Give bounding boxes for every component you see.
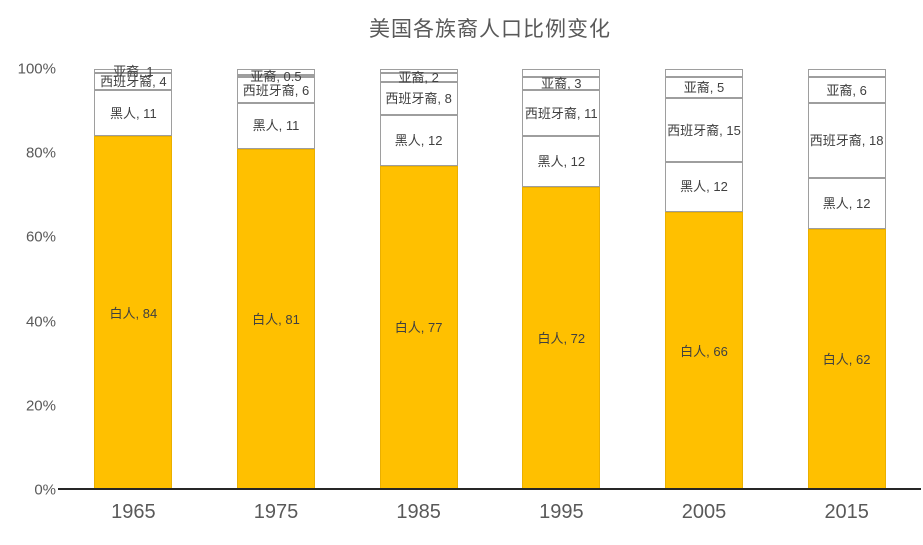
data-label: 白人, 84 [109,305,158,321]
data-label: 白人, 72 [537,330,586,346]
segment-白人-1995: 白人, 72 [522,186,601,490]
segment-亚裔-1985: 亚裔, 2 [379,70,458,85]
segment-西班牙裔-1985: 西班牙裔, 8 [379,81,458,116]
data-label: 黑人, 11 [109,105,157,121]
segment-西班牙裔-1975: 西班牙裔, 6 [236,77,315,103]
segment-黑人-2005: 黑人, 12 [664,161,743,213]
data-label: 亚裔, 2 [398,69,439,85]
data-label: 黑人, 11 [252,118,300,134]
data-label: 黑人, 12 [822,196,871,212]
y-tick-label: 60% [25,228,56,246]
x-tick-label-1965: 1965 [111,501,156,523]
x-tick-label-2015: 2015 [824,501,869,523]
segment-remainder-1985 [379,69,458,74]
data-label: 亚裔, 3 [541,76,582,92]
data-label: 亚裔, 1 [113,63,154,79]
stacked-bar-1985: 白人, 77 黑人, 12 西班牙裔, 8 亚裔, 2 [379,69,458,490]
y-tick-label: 100% [17,60,56,78]
segment-亚裔-2015: 亚裔, 6 [807,77,886,103]
segment-亚裔-1965: 亚裔, 1 [94,64,173,79]
data-label: 黑人, 12 [680,179,728,195]
data-label: 白人, 77 [394,320,443,336]
segment-黑人-2015: 黑人, 12 [807,178,886,229]
stacked-bar-1975: 白人, 81 黑人, 11 西班牙裔, 6 亚裔, 0.5 [236,69,315,490]
x-tick-label-1975: 1975 [253,501,299,523]
data-label: 西班牙裔, 11 [524,105,598,121]
segment-remainder-1995 [522,69,601,78]
data-label: 白人, 66 [680,343,728,359]
y-tick-label: 0% [34,481,56,499]
segment-白人-1965: 白人, 84 [94,136,173,490]
data-label: 西班牙裔, 15 [667,122,741,138]
x-axis: 1965 1975 1985 1995 2005 2015 [62,501,918,531]
data-label: 西班牙裔, 4 [100,74,167,90]
segment-remainder-2005 [664,69,743,78]
stacked-bar-2015: 白人, 62 黑人, 12 西班牙裔, 18 亚裔, 6 [807,69,886,490]
data-label: 黑人, 12 [394,133,443,149]
x-axis-line [58,488,921,490]
segment-西班牙裔-1995: 西班牙裔, 11 [522,90,601,137]
segment-西班牙裔-2005: 西班牙裔, 15 [664,98,743,162]
data-label: 亚裔, 0.5 [250,68,302,84]
segment-白人-2005: 白人, 66 [664,212,743,490]
stacked-bar-2005: 白人, 66 黑人, 12 西班牙裔, 15 亚裔, 5 [664,69,743,490]
segment-白人-2015: 白人, 62 [807,228,886,490]
segment-白人-1975: 白人, 81 [236,149,315,490]
segment-remainder-1975 [236,69,315,76]
segment-亚裔-2005: 亚裔, 5 [664,77,743,99]
y-tick-label: 40% [25,313,56,331]
data-label: 亚裔, 5 [683,80,725,96]
y-axis: 0% 20% 40% 60% 80% 100% [0,62,56,498]
data-label: 白人, 62 [822,351,871,367]
chart-title: 美国各族裔人口比例变化 [369,18,611,41]
segment-西班牙裔-2015: 西班牙裔, 18 [807,102,886,179]
segment-白人-1985: 白人, 77 [379,165,458,490]
x-tick-label-1995: 1995 [539,501,584,523]
stacked-bar-1965: 白人, 84 黑人, 11 西班牙裔, 4 亚裔, 1 [94,64,173,490]
data-label: 白人, 81 [252,312,300,327]
data-label: 亚裔, 6 [826,82,867,98]
y-tick-label: 20% [25,397,56,415]
data-label: 黑人, 12 [537,154,586,170]
segment-西班牙裔-1965: 西班牙裔, 4 [94,73,173,91]
data-label: 西班牙裔, 6 [242,82,310,98]
y-tick-label: 80% [25,144,56,162]
segment-黑人-1995: 黑人, 12 [522,136,601,187]
data-label: 西班牙裔, 18 [809,133,884,149]
x-tick-label-1985: 1985 [396,501,441,523]
plot-area: 白人, 84 黑人, 11 西班牙裔, 4 亚裔, 1 白人, 81 黑人, 11 西班牙裔… [62,64,918,490]
segment-亚裔-1995: 亚裔, 3 [522,76,601,92]
stacked-bar-1995: 白人, 72 黑人, 12 西班牙裔, 11 亚裔, 3 [522,69,601,490]
segment-黑人-1975: 黑人, 11 [236,102,315,149]
x-tick-label-2005: 2005 [681,501,727,523]
segment-黑人-1965: 黑人, 11 [94,90,173,137]
segment-黑人-1985: 黑人, 12 [379,115,458,166]
data-label: 西班牙裔, 8 [385,90,452,106]
segment-亚裔-1975: 亚裔, 0.5 [236,69,315,84]
segment-remainder-2015 [807,69,886,78]
